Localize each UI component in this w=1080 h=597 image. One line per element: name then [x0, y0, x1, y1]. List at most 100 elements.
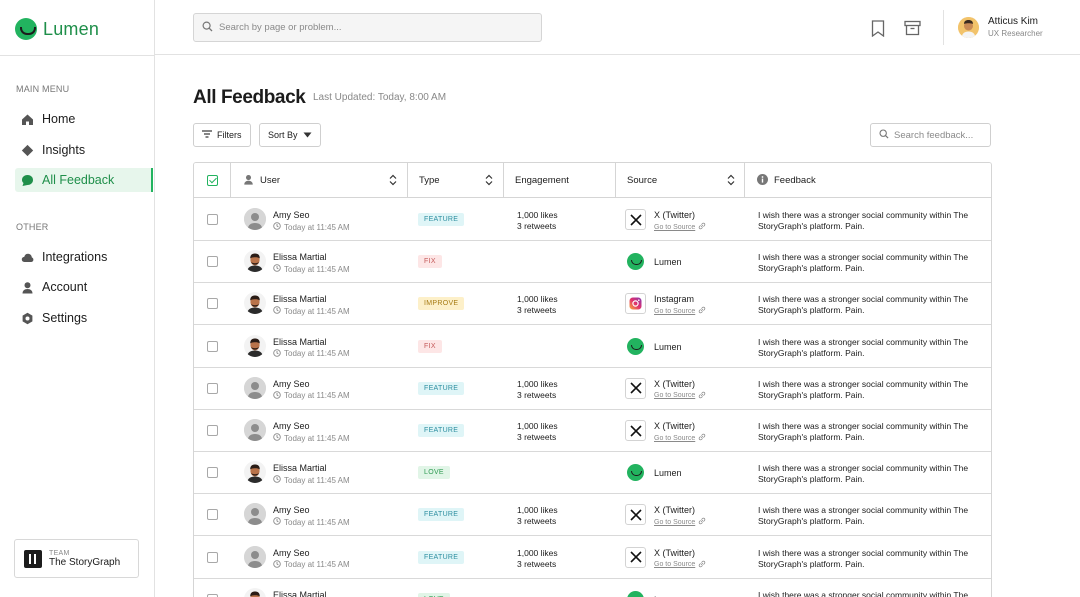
lumen-logo-icon — [627, 464, 644, 482]
clock-icon — [273, 391, 281, 401]
retweets-count: 3 retweets — [517, 389, 557, 400]
sidebar-item-insights[interactable]: Insights — [15, 138, 153, 162]
user-cell: Amy Seo Today at 11:45 AM — [273, 548, 350, 570]
timestamp: Today at 11:45 AM — [273, 306, 350, 316]
user-menu[interactable]: Atticus Kim UX Researcher — [958, 16, 1043, 38]
column-header-user[interactable]: User — [243, 163, 280, 198]
archive-icon[interactable] — [902, 18, 922, 38]
source-name: Lumen — [654, 257, 682, 268]
likes-count: 1,000 likes — [517, 505, 558, 516]
row-checkbox[interactable] — [207, 425, 218, 436]
row-checkbox[interactable] — [207, 593, 218, 597]
type-badge: FEATURE — [418, 213, 465, 226]
type-badge: FEATURE — [418, 550, 465, 564]
user-cell: Elissa Martial Today at 11:45 AM — [273, 252, 350, 274]
table-row[interactable]: Elissa Martial Today at 11:45 AM LOVE Lu… — [194, 452, 991, 495]
go-to-source-link[interactable]: Go to Source — [654, 560, 706, 570]
column-header-source[interactable]: Source — [627, 163, 657, 198]
sidebar-item-account[interactable]: Account — [15, 275, 153, 299]
person-icon — [243, 174, 254, 188]
sidebar-item-label: Insights — [42, 143, 86, 157]
search-icon — [879, 126, 889, 144]
row-checkbox[interactable] — [207, 382, 218, 394]
table-row[interactable]: Amy Seo Today at 11:45 AM FEATURE 1,000 … — [194, 410, 991, 452]
source-name: X (Twitter) — [654, 505, 696, 516]
main-content: All Feedback Last Updated: Today, 8:00 A… — [155, 56, 1080, 597]
column-header-engagement[interactable]: Engagement — [515, 163, 569, 198]
table-row[interactable]: Elissa Martial Today at 11:45 AM IMPROVE… — [194, 283, 991, 326]
clock-icon — [273, 306, 281, 316]
table-row[interactable]: Amy Seo Today at 11:45 AM FEATURE 1,000 … — [194, 199, 991, 241]
timestamp-text: Today at 11:45 AM — [284, 306, 350, 316]
sidebar-item-all-feedback[interactable]: All Feedback — [15, 168, 153, 192]
user-avatar — [244, 545, 266, 568]
logo[interactable]: Lumen — [15, 18, 99, 40]
header-divider — [943, 10, 944, 45]
sidebar-item-settings[interactable]: Settings — [15, 306, 153, 330]
go-to-source-link[interactable]: Go to Source — [654, 433, 706, 443]
column-label: Type — [419, 175, 440, 186]
likes-count: 1,000 likes — [517, 210, 558, 220]
user-name: Elissa Martial — [273, 589, 327, 597]
go-to-source-link[interactable]: Go to Source — [654, 391, 706, 401]
sidebar-item-integrations[interactable]: Integrations — [15, 245, 153, 269]
source-name: Lumen — [654, 341, 682, 352]
likes-count: 1,000 likes — [517, 378, 558, 389]
row-checkbox[interactable] — [207, 509, 218, 521]
row-checkbox[interactable] — [207, 214, 218, 225]
go-to-source-label: Go to Source — [654, 518, 696, 526]
sort-icon[interactable] — [727, 174, 735, 186]
row-checkbox[interactable] — [207, 340, 218, 352]
table-row[interactable]: Amy Seo Today at 11:45 AM FEATURE 1,000 … — [194, 494, 991, 537]
column-header-feedback[interactable]: Feedback — [757, 163, 816, 198]
link-icon — [698, 222, 706, 232]
team-switcher[interactable]: TEAM The StoryGraph — [14, 539, 139, 578]
x-twitter-icon — [625, 209, 646, 230]
sort-icon[interactable] — [389, 174, 397, 186]
column-divider — [503, 163, 504, 198]
table-row[interactable]: Elissa Martial Today at 11:45 AM FIX Lum… — [194, 326, 991, 368]
go-to-source-link[interactable]: Go to Source — [654, 517, 706, 527]
link-icon — [698, 517, 706, 527]
sidebar-item-home[interactable]: Home — [15, 107, 153, 131]
row-checkbox[interactable] — [207, 467, 218, 479]
feedback-text: I wish there was a stronger social commu… — [758, 421, 969, 442]
row-checkbox[interactable] — [207, 256, 218, 268]
timestamp-text: Today at 11:45 AM — [284, 349, 350, 359]
clock-icon — [273, 433, 281, 443]
clock-icon — [273, 348, 281, 359]
table-row[interactable]: Amy Seo Today at 11:45 AM FEATURE 1,000 … — [194, 368, 991, 410]
link-icon — [698, 306, 706, 316]
global-search-input[interactable] — [219, 22, 519, 33]
feedback-search-input[interactable] — [894, 129, 984, 141]
sort-by-dropdown[interactable]: Sort By — [259, 123, 321, 147]
filters-button[interactable]: Filters — [193, 123, 251, 147]
user-cell: Amy Seo Today at 11:45 AM — [273, 421, 350, 443]
go-to-source-link[interactable]: Go to Source — [654, 222, 706, 232]
user-name: Elissa Martial — [273, 294, 327, 305]
row-checkbox[interactable] — [207, 298, 218, 310]
likes-count: 1,000 likes — [517, 421, 558, 431]
sort-icon[interactable] — [485, 174, 493, 186]
table-row[interactable]: Amy Seo Today at 11:45 AM FEATURE 1,000 … — [194, 537, 991, 579]
engagement-cell: 1,000 likes 3 retweets — [517, 505, 558, 527]
link-icon — [698, 433, 706, 443]
column-header-type[interactable]: Type — [419, 163, 440, 198]
filters-label: Filters — [217, 130, 242, 140]
retweets-count: 3 retweets — [517, 432, 557, 442]
bookmark-icon[interactable] — [868, 18, 888, 38]
user-cell: Amy Seo Today at 11:45 AM — [273, 505, 350, 527]
home-icon — [21, 113, 34, 126]
sidebar-item-label: Settings — [42, 311, 88, 325]
table-row[interactable]: Elissa Martial Today at 11:45 AM FIX Lum… — [194, 241, 991, 284]
engagement-cell: 1,000 likes 3 retweets — [517, 548, 558, 570]
go-to-source-link[interactable]: Go to Source — [654, 306, 706, 316]
info-icon — [757, 173, 768, 188]
table-row[interactable]: Elissa Martial Today at 11:45 AM LOVE Lu… — [194, 579, 991, 597]
column-divider — [230, 163, 231, 198]
row-checkbox[interactable] — [207, 551, 218, 563]
select-all-checkbox[interactable] — [207, 175, 218, 186]
brand-name: Lumen — [43, 18, 100, 39]
user-name: Atticus Kim — [988, 16, 1039, 27]
